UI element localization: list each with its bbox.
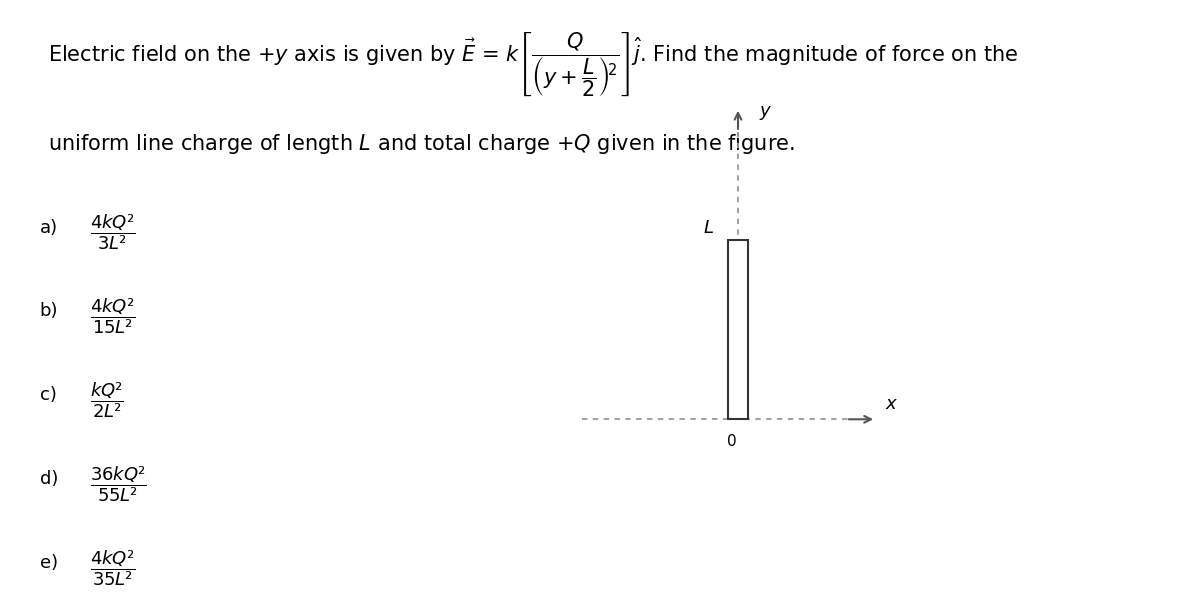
Text: y: y	[760, 102, 770, 120]
Text: 0: 0	[727, 434, 737, 449]
Text: Electric field on the $+y$ axis is given by $\vec{E}$ = $k\left[\dfrac{Q}{\left(: Electric field on the $+y$ axis is given…	[48, 30, 1019, 99]
Text: x: x	[886, 395, 896, 413]
Bar	[728, 240, 748, 419]
Text: $L$: $L$	[703, 219, 714, 237]
Text: $\dfrac{4kQ²}{3L²}$: $\dfrac{4kQ²}{3L²}$	[90, 213, 136, 252]
Text: $\dfrac{4kQ²}{15L²}$: $\dfrac{4kQ²}{15L²}$	[90, 297, 136, 336]
Text: $\dfrac{4kQ²}{35L²}$: $\dfrac{4kQ²}{35L²}$	[90, 548, 136, 588]
Text: e): e)	[40, 554, 58, 572]
Text: uniform line charge of length $L$ and total charge $+Q$ given in the figure.: uniform line charge of length $L$ and to…	[48, 132, 794, 156]
Text: $\dfrac{36kQ²}{55L²}$: $\dfrac{36kQ²}{55L²}$	[90, 464, 146, 504]
Text: d): d)	[40, 470, 58, 488]
Text: b): b)	[40, 302, 58, 320]
Text: a): a)	[40, 219, 58, 237]
Text: $\dfrac{kQ²}{2L²}$: $\dfrac{kQ²}{2L²}$	[90, 380, 124, 420]
Text: c): c)	[40, 386, 56, 404]
